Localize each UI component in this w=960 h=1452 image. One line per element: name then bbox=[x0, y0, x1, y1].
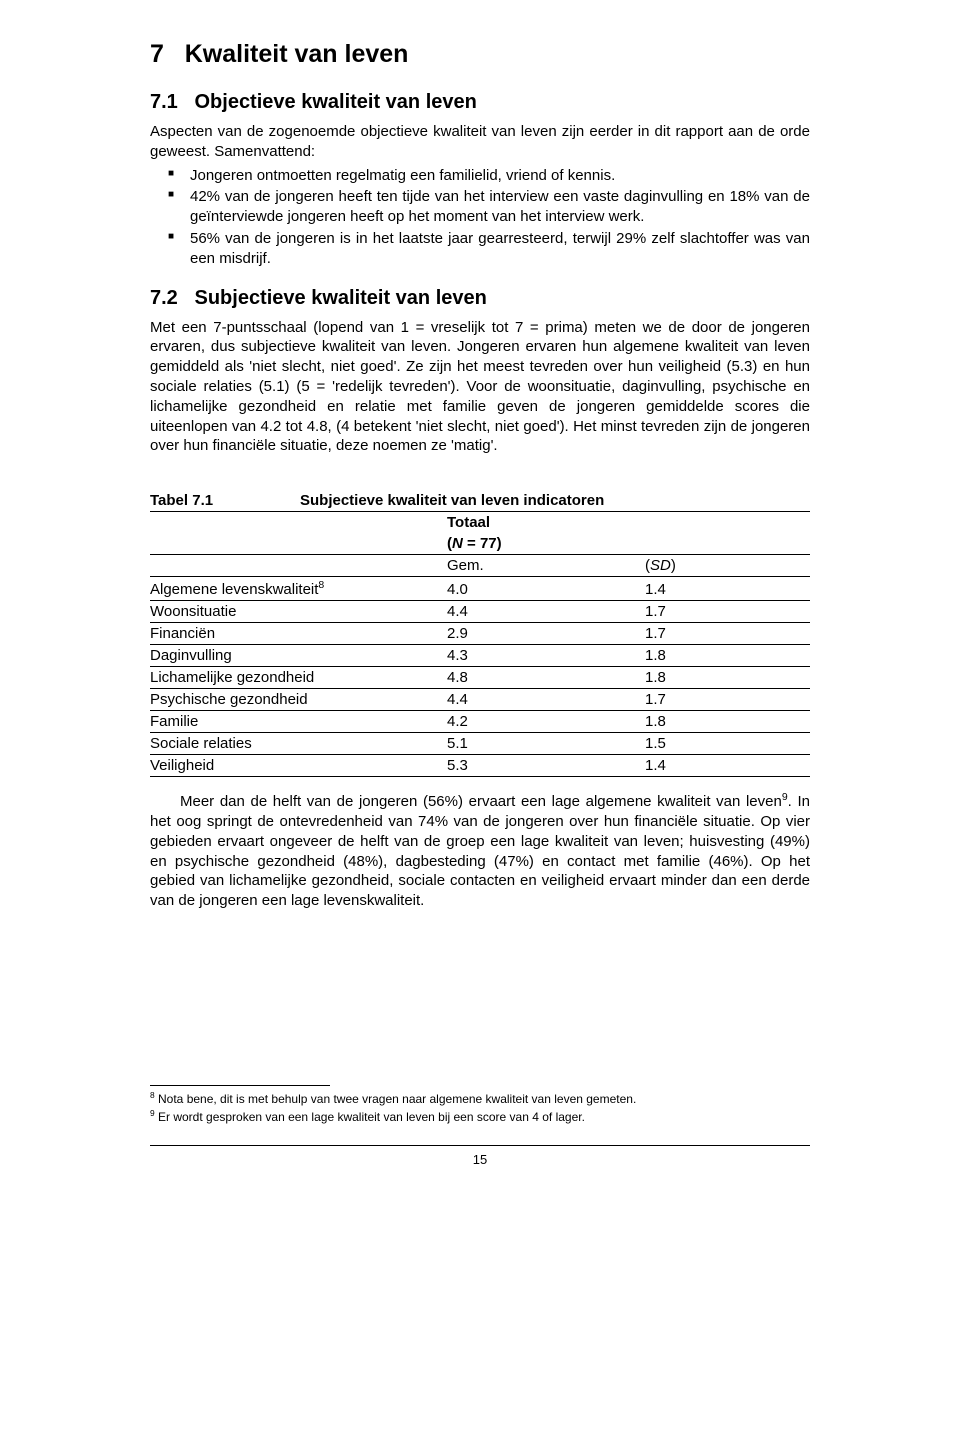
table-row: Veiligheid 5.3 1.4 bbox=[150, 755, 810, 777]
table-label: Tabel 7.1 bbox=[150, 492, 300, 509]
table-row: Daginvulling 4.3 1.8 bbox=[150, 645, 810, 667]
row-sd: 1.5 bbox=[645, 733, 810, 755]
row-name: Daginvulling bbox=[150, 645, 447, 667]
table-caption: Tabel 7.1Subjectieve kwaliteit van leven… bbox=[150, 492, 810, 509]
table-row: Familie 4.2 1.8 bbox=[150, 711, 810, 733]
row-name: Woonsituatie bbox=[150, 601, 447, 623]
h1-number: 7 bbox=[150, 40, 164, 68]
row-sd: 1.8 bbox=[645, 667, 810, 689]
row-gem: 4.4 bbox=[447, 689, 645, 711]
row-sd: 1.8 bbox=[645, 645, 810, 667]
row-name: Psychische gezondheid bbox=[150, 689, 447, 711]
row-name: Algemene levenskwaliteit8 bbox=[150, 577, 447, 601]
row-gem: 4.2 bbox=[447, 711, 645, 733]
table-row: Lichamelijke gezondheid 4.8 1.8 bbox=[150, 667, 810, 689]
row-name: Lichamelijke gezondheid bbox=[150, 667, 447, 689]
h2-text: Objectieve kwaliteit van leven bbox=[194, 91, 476, 113]
table-row: Woonsituatie 4.4 1.7 bbox=[150, 601, 810, 623]
row-gem: 4.8 bbox=[447, 667, 645, 689]
bullet-list-71: Jongeren ontmoetten regelmatig een famil… bbox=[150, 166, 810, 269]
heading-1: 7 Kwaliteit van leven bbox=[150, 40, 810, 69]
row-sd: 1.7 bbox=[645, 601, 810, 623]
row-name: Veiligheid bbox=[150, 755, 447, 777]
list-item: 56% van de jongeren is in het laatste ja… bbox=[190, 229, 810, 269]
footnote-rule bbox=[150, 1085, 330, 1086]
list-item: 42% van de jongeren heeft ten tijde van … bbox=[190, 187, 810, 227]
n-header: (N = 77) bbox=[447, 533, 645, 555]
h2-text: Subjectieve kwaliteit van leven bbox=[194, 287, 486, 309]
table-title: Subjectieve kwaliteit van leven indicato… bbox=[300, 492, 604, 509]
heading-2-71: 7.1 Objectieve kwaliteit van leven bbox=[150, 91, 810, 114]
table-row: Psychische gezondheid 4.4 1.7 bbox=[150, 689, 810, 711]
totaal-header: Totaal bbox=[447, 514, 490, 531]
table-row: Financiën 2.9 1.7 bbox=[150, 623, 810, 645]
row-sd: 1.4 bbox=[645, 755, 810, 777]
page-bottom-rule bbox=[150, 1145, 810, 1146]
page-number: 15 bbox=[150, 1152, 810, 1167]
row-gem: 4.4 bbox=[447, 601, 645, 623]
h2-number: 7.2 bbox=[150, 287, 178, 309]
row-name: Financiën bbox=[150, 623, 447, 645]
row-gem: 2.9 bbox=[447, 623, 645, 645]
footnote: 8 Nota bene, dit is met behulp van twee … bbox=[150, 1090, 810, 1108]
h1-text: Kwaliteit van leven bbox=[185, 40, 409, 68]
row-gem: 4.0 bbox=[447, 577, 645, 601]
row-gem: 4.3 bbox=[447, 645, 645, 667]
row-name: Familie bbox=[150, 711, 447, 733]
heading-2-72: 7.2 Subjectieve kwaliteit van leven bbox=[150, 287, 810, 310]
gem-header: Gem. bbox=[447, 555, 645, 577]
row-sd: 1.7 bbox=[645, 689, 810, 711]
sd-header: (SD) bbox=[645, 555, 810, 577]
table-row: Sociale relaties 5.1 1.5 bbox=[150, 733, 810, 755]
row-gem: 5.3 bbox=[447, 755, 645, 777]
h2-number: 7.1 bbox=[150, 91, 178, 113]
after-table-paragraph: Meer dan de helft van de jongeren (56%) … bbox=[150, 791, 810, 911]
row-sd: 1.4 bbox=[645, 577, 810, 601]
row-sd: 1.8 bbox=[645, 711, 810, 733]
list-item: Jongeren ontmoetten regelmatig een famil… bbox=[190, 166, 810, 186]
indicators-table: Totaal (N = 77) Gem. (SD) Algemene leven… bbox=[150, 511, 810, 777]
table-row: Algemene levenskwaliteit8 4.0 1.4 bbox=[150, 577, 810, 601]
body-paragraph-72: Met een 7-puntsschaal (lopend van 1 = vr… bbox=[150, 318, 810, 457]
row-gem: 5.1 bbox=[447, 733, 645, 755]
row-sd: 1.7 bbox=[645, 623, 810, 645]
row-name: Sociale relaties bbox=[150, 733, 447, 755]
intro-paragraph-71: Aspecten van de zogenoemde objectieve kw… bbox=[150, 122, 810, 162]
footnote: 9 Er wordt gesproken van een lage kwalit… bbox=[150, 1108, 810, 1126]
